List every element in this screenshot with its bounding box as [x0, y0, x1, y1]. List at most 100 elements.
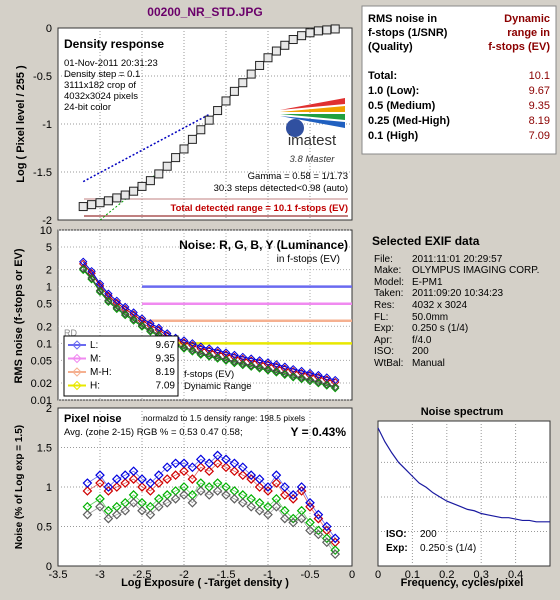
- exif-value: 4032 x 3024: [412, 299, 468, 311]
- pixel-point: [170, 470, 181, 480]
- exif-row: Apr: f/4.0: [372, 335, 556, 347]
- dr-h2-3: f-stops (EV): [488, 41, 550, 53]
- density-point: [154, 169, 164, 179]
- pixel-point: [313, 529, 324, 540]
- pixel-ytick: 1: [46, 482, 52, 494]
- pixel-point: [153, 501, 164, 512]
- pixel-point: [145, 509, 156, 520]
- noise-point: [280, 369, 290, 378]
- density-point: [313, 26, 323, 36]
- noise-ytick: 5: [46, 242, 52, 254]
- density-point: [162, 161, 172, 171]
- noise-point: [314, 377, 323, 387]
- density-point: [246, 69, 256, 79]
- pixel-point: [137, 505, 147, 516]
- pixel-point: [212, 486, 223, 496]
- density-point: [322, 25, 332, 35]
- noise-point: [297, 373, 306, 382]
- exif-value: OLYMPUS IMAGING CORP.: [412, 265, 540, 277]
- density-point: [137, 181, 147, 191]
- pixel-point: [103, 486, 114, 496]
- pixel-point: [313, 509, 324, 520]
- pixel-point: [82, 509, 93, 520]
- pixel-xtick: 0: [349, 569, 355, 581]
- pixel-title: Pixel noise: [64, 413, 121, 425]
- exif-value: 2011:09:20 10:34:23: [412, 288, 504, 300]
- pixel-point: [237, 470, 248, 480]
- logo-text: imatest: [288, 132, 337, 149]
- noise-point: [137, 322, 147, 331]
- noise-point: [238, 359, 248, 368]
- density-point: [78, 202, 88, 212]
- legend-key: M-H:: [90, 367, 112, 378]
- noise-point: [188, 347, 197, 356]
- pixel-point: [246, 474, 257, 484]
- noise-point: [146, 327, 155, 336]
- legend-key: H:: [90, 381, 100, 392]
- spectrum-xlabel: Frequency, cycles/pixel: [401, 577, 524, 589]
- noise-point: [112, 304, 122, 314]
- legend-marker: [72, 367, 82, 377]
- pixel-point: [246, 470, 257, 480]
- pixel-point: [170, 494, 181, 504]
- density-point: [263, 53, 273, 63]
- noise-point: [305, 375, 315, 384]
- density-point: [330, 24, 340, 34]
- legend-value: 9.67: [156, 340, 176, 351]
- pixel-point: [111, 474, 122, 484]
- dr-row-label: 0.5 (Medium): [368, 100, 436, 112]
- pixel-point: [120, 478, 131, 488]
- density-point: [95, 198, 105, 208]
- exif-row: Exp: 0.250 s (1/4): [372, 323, 556, 335]
- pixel-point: [279, 482, 290, 492]
- density-point: [145, 176, 155, 186]
- pixel-point: [162, 462, 173, 473]
- density-point: [288, 35, 298, 45]
- dr-row-label: 1.0 (Low):: [368, 85, 419, 97]
- pixel-xtick: -1: [263, 569, 273, 581]
- noise-point: [288, 371, 298, 381]
- exif-key: Taken:: [374, 288, 404, 300]
- density-info-crop: 3111x182 crop of: [64, 80, 136, 91]
- pixel-point: [162, 474, 173, 484]
- pixel-point: [195, 486, 206, 496]
- noise-ytick: 0.5: [37, 299, 52, 311]
- noise-point: [330, 382, 340, 392]
- pixel-point: [120, 470, 131, 480]
- logo-sub: 3.8 Master: [290, 154, 336, 165]
- pixel-point: [221, 490, 231, 500]
- pixel-point: [246, 501, 257, 512]
- pixel-point: [145, 478, 156, 488]
- pixel-ytick: 0: [46, 561, 52, 573]
- noise-point: [129, 316, 138, 325]
- noise-point: [213, 352, 222, 362]
- exif-value: 0.250 s (1/4): [412, 323, 469, 335]
- pixel-point: [95, 478, 105, 488]
- exif-row: WtBal: Manual: [372, 358, 556, 370]
- steps-text: 30.3 steps detected<0.98 (auto): [214, 183, 348, 194]
- pixel-point: [128, 497, 139, 508]
- dr-h1-1: RMS noise in: [368, 13, 437, 25]
- noise-point: [112, 303, 122, 312]
- exif-title: Selected EXIF data: [372, 234, 480, 248]
- noise-point: [272, 366, 281, 376]
- pixel-point: [254, 482, 265, 492]
- pixel-point: [111, 482, 122, 492]
- noise-point: [263, 364, 273, 374]
- noise-ytick: 10: [40, 225, 52, 237]
- noise-point: [322, 379, 332, 389]
- exif-row: ISO: 200: [372, 346, 556, 358]
- pixel-point: [271, 501, 282, 512]
- pixel-point: [111, 509, 122, 520]
- noise-ytick: 0.2: [37, 321, 52, 333]
- pixel-point: [195, 454, 206, 465]
- pixel-point: [128, 466, 139, 477]
- density-point: [305, 28, 315, 38]
- figure-title: 00200_NR_STD.JPG: [147, 5, 262, 19]
- pixel-xtick: -2: [179, 569, 189, 581]
- dr-row-label: 0.1 (High): [368, 130, 418, 142]
- pixel-xtick: -3.5: [49, 569, 68, 581]
- noise-series-line: [82, 263, 336, 383]
- density-point: [280, 40, 290, 50]
